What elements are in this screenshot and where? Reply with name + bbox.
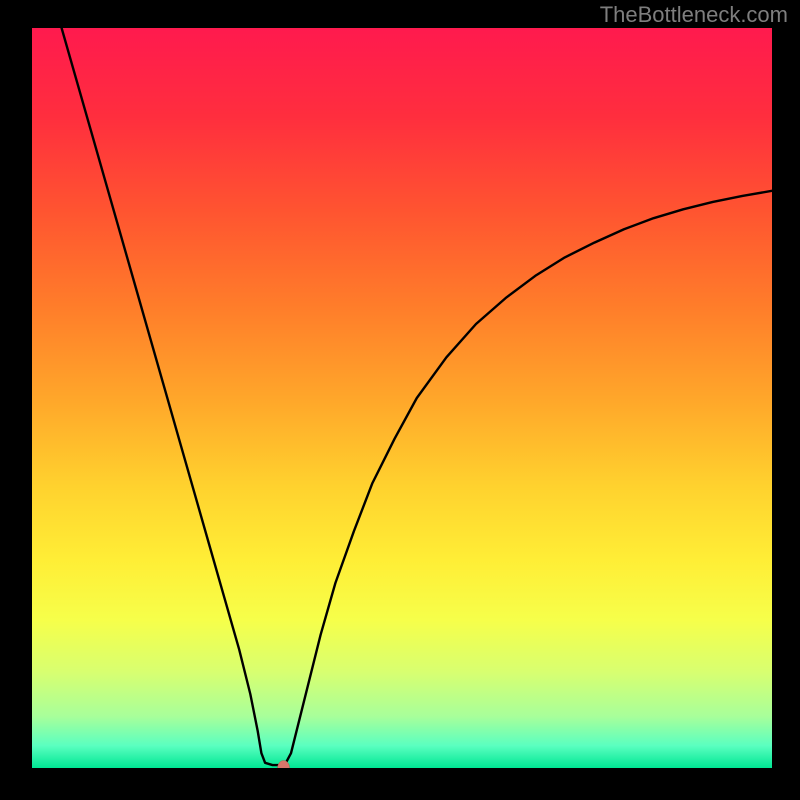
watermark-text: TheBottleneck.com (600, 2, 788, 28)
curve-overlay (32, 28, 772, 768)
plot-area (32, 28, 772, 768)
bottleneck-curve (62, 28, 772, 765)
